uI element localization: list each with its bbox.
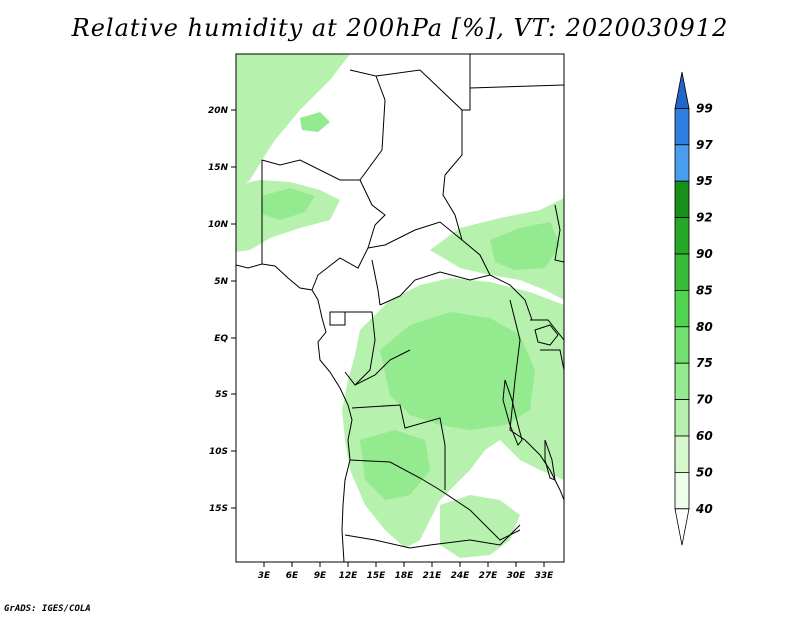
humidity-area-south [440, 495, 520, 558]
colorbar-segment [674, 108, 690, 146]
border-14 [349, 459, 521, 541]
colorbar-level-label: 80 [696, 320, 713, 334]
border-3 [311, 69, 386, 291]
lat-label: 10N [208, 220, 229, 230]
humidity-area-north [236, 54, 350, 190]
border-9 [379, 271, 533, 321]
coastline [236, 263, 353, 562]
lake-victoria [534, 324, 559, 346]
colorbar-level-label: 70 [696, 393, 713, 407]
lat-label: 15N [208, 163, 229, 173]
lon-label: 9E [314, 571, 327, 581]
lat-label: 5S [215, 390, 228, 400]
colorbar-level-label: 95 [696, 174, 713, 188]
colorbar-level-label: 97 [696, 138, 713, 152]
lon-label: 18E [395, 571, 415, 581]
lat-label: 5N [214, 277, 228, 287]
border-16 [530, 319, 564, 341]
border-17 [540, 349, 564, 371]
colorbar: 99 97 95 92 90 85 80 75 70 60 50 40 [674, 71, 713, 546]
colorbar-segment [674, 362, 690, 401]
border-13 [351, 404, 446, 490]
border-5 [462, 54, 471, 111]
colorbar-level-label: 40 [695, 502, 713, 516]
colorbar-level-label: 99 [696, 101, 713, 115]
map-frame [235, 53, 565, 563]
lon-ticks [263, 562, 545, 567]
colorbar-segment [674, 471, 690, 510]
lon-labels: 3E 6E 9E 12E 15E 18E 21E 24E 27E 30E 33E [258, 571, 554, 581]
border-19 [429, 524, 521, 546]
lat-labels: 20N 15N 10N 5N EQ 5S 10S 15S [208, 106, 229, 514]
colorbar-segment [674, 399, 690, 437]
lon-label: 27E [479, 571, 499, 581]
border-15 [509, 299, 564, 501]
lon-label: 33E [535, 571, 555, 581]
lon-label: 24E [451, 571, 471, 581]
colorbar-segment [674, 253, 690, 291]
border-10 [329, 311, 346, 326]
colorbar-arrow-top [674, 71, 690, 109]
lat-label: 10S [209, 447, 228, 457]
colorbar-level-label: 50 [696, 465, 713, 479]
lake-malawi [544, 439, 556, 481]
humidity-area-core-east [490, 222, 560, 270]
colorbar-segment [674, 435, 690, 473]
border-7 [367, 221, 463, 249]
colorbar-segment [674, 217, 690, 255]
colorbar-level-label: 75 [696, 356, 713, 370]
lon-label: 12E [339, 571, 359, 581]
border-2 [261, 159, 360, 181]
border-18 [554, 204, 564, 263]
lon-label: 30E [507, 571, 527, 581]
lon-label: 6E [286, 571, 299, 581]
humidity-area-north-core [300, 112, 330, 132]
lat-label: EQ [214, 334, 228, 344]
border-20 [344, 534, 431, 549]
border-11 [344, 311, 376, 386]
colorbar-level-label: 60 [696, 429, 713, 443]
colorbar-level-label: 92 [696, 211, 713, 225]
lake-tanganyika [502, 379, 523, 446]
chart-title: Relative humidity at 200hPa [%], VT: 202… [71, 14, 729, 42]
country-borders [236, 54, 564, 562]
colorbar-segment [674, 326, 690, 364]
lon-label: 15E [367, 571, 387, 581]
border-12 [354, 349, 411, 386]
colorbar-arrow-bottom [674, 508, 690, 546]
colorbar-segment [674, 289, 690, 328]
colorbar-segment [674, 144, 690, 182]
humidity-area-west-core [262, 188, 315, 220]
border-6 [469, 84, 564, 89]
humidity-shading [236, 54, 564, 558]
lat-label: 15S [209, 504, 228, 514]
humidity-area-core [380, 312, 535, 430]
footer-credit: GrADS: IGES/COLA [4, 604, 91, 614]
lat-label: 20N [208, 106, 229, 116]
colorbar-level-label: 90 [696, 247, 713, 261]
lon-label: 21E [423, 571, 443, 581]
lat-ticks [231, 109, 236, 509]
lon-label: 3E [258, 571, 271, 581]
colorbar-segment [674, 180, 690, 218]
border-4 [375, 69, 491, 276]
colorbar-level-label: 85 [696, 283, 713, 297]
border-8 [371, 259, 381, 306]
